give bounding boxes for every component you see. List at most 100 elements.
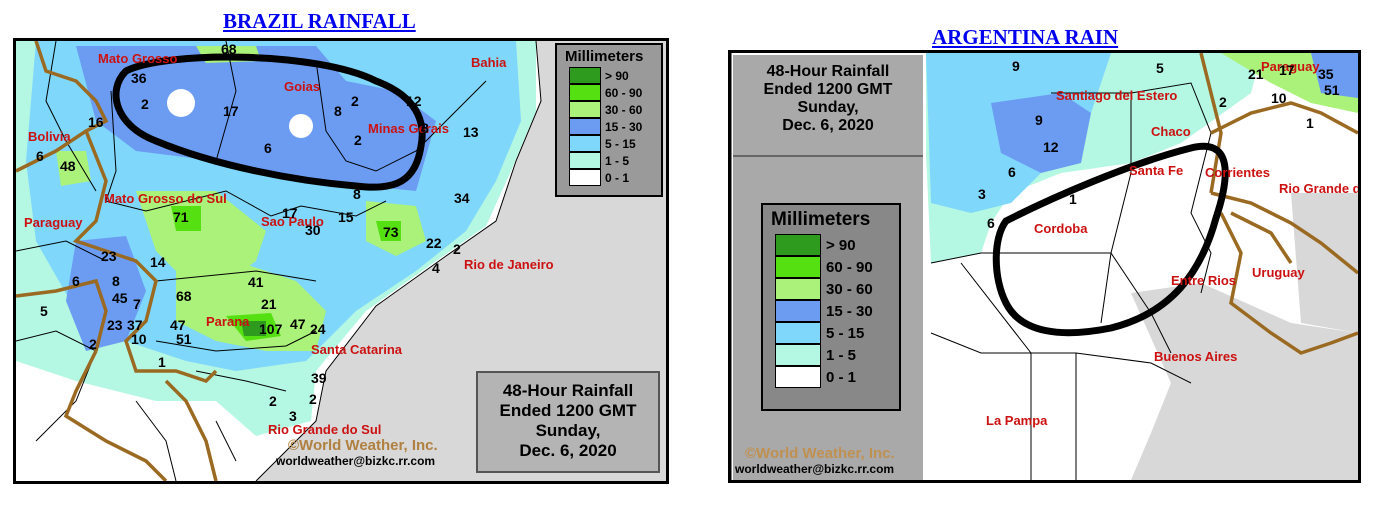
country-borders	[1199, 53, 1358, 355]
region-label: Mato Grosso do Sul	[104, 191, 227, 206]
info-line: Ended 1200 GMT	[499, 401, 637, 420]
argentina-rain-values: 9 5 21 17 35 51 10 2 1 9 12 6 3 1 6	[978, 58, 1340, 231]
rain-value: 47	[170, 317, 186, 333]
legend-row: 30 - 60	[569, 101, 661, 118]
legend-label: > 90	[826, 236, 856, 254]
rain-value: 8	[334, 103, 342, 119]
legend-row: 60 - 90	[569, 84, 661, 101]
legend-swatch	[775, 234, 821, 256]
info-line: Dec. 6, 2020	[782, 117, 874, 134]
argentina-map-title-link[interactable]: ARGENTINA RAIN	[932, 25, 1119, 49]
legend-row: 1 - 5	[775, 344, 899, 366]
legend-title: Millimeters	[565, 48, 644, 65]
rain-value: 2	[354, 132, 362, 148]
info-line: 48-Hour Rainfall	[502, 381, 634, 400]
legend-swatch	[775, 322, 821, 344]
region-label: Santiago del Estero	[1056, 88, 1177, 103]
legend-label: 1 - 5	[605, 153, 630, 168]
rain-value: 15	[338, 209, 354, 225]
rain-value: 2	[269, 393, 277, 409]
region-label: Bolivia	[28, 129, 71, 144]
region-label: Goias	[284, 79, 320, 94]
legend-swatch	[569, 169, 601, 186]
legend-rows: > 90 60 - 90 30 - 60 15 - 30 5 - 15 1 - …	[557, 67, 661, 186]
rain-value: 12	[1043, 139, 1059, 155]
rain-value: 6	[36, 148, 44, 164]
rain-value: 14	[150, 254, 166, 270]
legend-label: 0 - 1	[826, 368, 857, 386]
rain-value: 68	[221, 41, 237, 57]
rain-value: 4	[432, 260, 440, 276]
rain-value: 6	[264, 140, 272, 156]
highlight-oval-annotation	[112, 53, 426, 191]
rain-value: 3	[289, 408, 297, 424]
coastline	[255, 41, 542, 481]
dry-pocket	[289, 114, 313, 138]
legend-row: 60 - 90	[775, 256, 899, 278]
legend-label: 0 - 1	[605, 170, 630, 185]
legend-label: 30 - 60	[605, 102, 643, 117]
rain-zone-15-30	[991, 93, 1091, 173]
rain-value: 35	[1318, 66, 1334, 82]
rain-value: 1	[1306, 115, 1314, 131]
legend-swatch	[569, 67, 601, 84]
region-label: Rio de Janeiro	[464, 257, 554, 272]
rain-value: 22	[426, 235, 442, 251]
rain-zone-over-90	[241, 321, 266, 336]
region-label: Bahia	[471, 55, 507, 70]
region-label: Corrientes	[1205, 165, 1270, 180]
legend-label: 15 - 30	[826, 302, 873, 320]
argentina-info-box: 48-Hour Rainfall Ended 1200 GMT Sunday, …	[733, 55, 923, 155]
rain-value: 10	[1271, 90, 1287, 106]
brazil-region-labels: Mato Grosso Goias Bahia Minas Gerais Bol…	[24, 51, 554, 437]
rain-zone-15-30-west	[66, 236, 146, 351]
rain-zone-15-30-north	[76, 46, 436, 191]
region-label: Entre Rios	[1171, 273, 1236, 288]
legend-label: 60 - 90	[826, 258, 873, 276]
rain-value: 21	[261, 296, 277, 312]
brazil-rainfall-map: Mato Grosso Goias Bahia Minas Gerais Bol…	[13, 38, 669, 484]
legend-swatch	[775, 344, 821, 366]
rain-zone-30-60-pr	[176, 261, 326, 351]
rain-value: 8	[112, 273, 120, 289]
rain-value: 1	[158, 354, 166, 370]
rain-value: 30	[305, 222, 321, 238]
rain-value: 5	[1156, 60, 1164, 76]
ocean-area	[1131, 283, 1358, 480]
legend-label: 5 - 15	[605, 136, 636, 151]
rain-value: 107	[259, 321, 283, 337]
rain-value: 9	[1012, 58, 1020, 74]
legend-row: 5 - 15	[775, 322, 899, 344]
region-label: Paraguay	[24, 215, 83, 230]
dry-pocket	[167, 89, 195, 117]
brazil-credit: ©World Weather, Inc. worldweather@bizkc.…	[276, 437, 438, 468]
rain-value: 73	[383, 224, 399, 240]
rain-value: 48	[60, 158, 76, 174]
rain-value: 41	[248, 274, 264, 290]
legend-swatch	[775, 278, 821, 300]
brazil-map-title-link[interactable]: BRAZIL RAINFALL	[223, 9, 416, 33]
ocean-area-ne	[1291, 193, 1358, 333]
brazil-rain-values: 68 36 2 17 8 2 12 16 8 13 6 48 6 2 8 34 …	[36, 41, 479, 424]
rain-value: 16	[88, 114, 104, 130]
legend-swatch	[775, 256, 821, 278]
legend-swatch	[775, 300, 821, 322]
rain-value: 71	[173, 209, 189, 225]
rain-value: 51	[1324, 82, 1340, 98]
region-label: Paraguay	[1261, 59, 1320, 74]
rain-value: 2	[141, 96, 149, 112]
legend-label: 15 - 30	[605, 119, 643, 134]
rain-value: 23	[101, 248, 117, 264]
credit-text: ©World Weather, Inc.	[288, 437, 438, 454]
rain-value: 8	[353, 186, 361, 202]
info-line: Sunday,	[797, 99, 859, 116]
rain-value: 2	[453, 241, 461, 257]
rain-value: 68	[176, 288, 192, 304]
rain-value: 23	[107, 317, 123, 333]
rain-value: 13	[463, 124, 479, 140]
legend-swatch	[569, 118, 601, 135]
rain-value: 45	[112, 290, 128, 306]
rain-value: 9	[1035, 112, 1043, 128]
province-borders	[930, 82, 1212, 480]
legend-row: 1 - 5	[569, 152, 661, 169]
